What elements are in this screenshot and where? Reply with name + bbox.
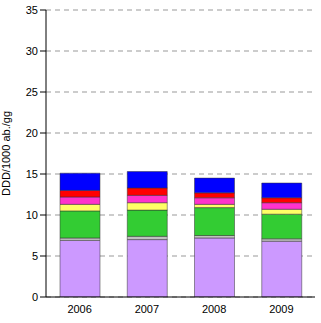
svg-text:5: 5 xyxy=(32,250,38,262)
svg-text:2006: 2006 xyxy=(67,303,91,315)
svg-text:DDD/1000 ab./gg: DDD/1000 ab./gg xyxy=(8,111,12,196)
svg-text:15: 15 xyxy=(26,168,38,180)
svg-text:30: 30 xyxy=(26,45,38,57)
svg-text:25: 25 xyxy=(26,86,38,98)
svg-text:10: 10 xyxy=(26,209,38,221)
svg-text:2009: 2009 xyxy=(269,303,293,315)
svg-text:0: 0 xyxy=(32,291,38,303)
svg-text:20: 20 xyxy=(26,127,38,139)
svg-text:2007: 2007 xyxy=(135,303,159,315)
svg-text:35: 35 xyxy=(26,4,38,16)
svg-text:2008: 2008 xyxy=(202,303,226,315)
